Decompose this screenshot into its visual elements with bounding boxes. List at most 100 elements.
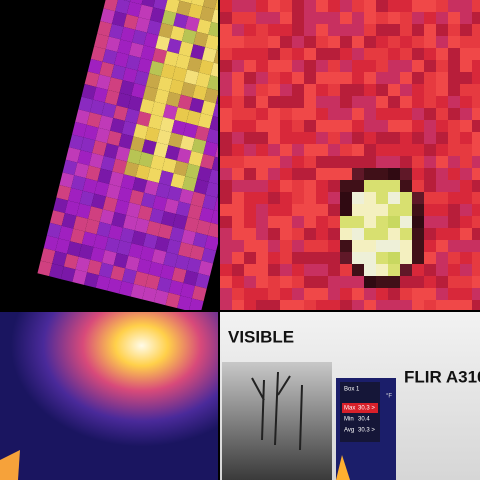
pixel — [472, 276, 480, 288]
pixel — [424, 36, 436, 48]
pixel — [436, 144, 448, 156]
pixel — [128, 95, 143, 112]
pixel — [268, 12, 280, 24]
pixel — [89, 99, 105, 116]
pixel — [205, 181, 218, 198]
pixel — [210, 62, 218, 79]
pixel — [460, 96, 472, 108]
pixel — [448, 144, 460, 156]
pixel — [364, 288, 376, 300]
pixel — [188, 298, 204, 310]
pixel — [280, 72, 292, 84]
pixel — [220, 108, 232, 120]
pixel — [280, 168, 292, 180]
pixel — [472, 240, 480, 252]
pixel — [220, 228, 232, 240]
pixel — [292, 24, 304, 36]
pixel — [376, 192, 388, 204]
pixel — [340, 288, 352, 300]
pixel — [256, 0, 268, 12]
pixel — [436, 0, 448, 12]
pixel — [376, 120, 388, 132]
pixel — [163, 251, 179, 268]
pixel — [424, 108, 436, 120]
pixel — [204, 235, 218, 251]
pixel — [328, 96, 340, 108]
pixel — [220, 72, 232, 84]
pixel — [388, 72, 400, 84]
pixel — [167, 38, 182, 54]
pixel — [190, 191, 206, 208]
pixel — [340, 192, 352, 204]
pixel — [412, 120, 424, 132]
pixel — [352, 48, 364, 60]
pixel — [177, 94, 193, 111]
pixel — [183, 122, 198, 139]
pixel — [280, 84, 292, 96]
pixel — [400, 216, 412, 228]
pixel — [280, 0, 292, 12]
pixel — [118, 280, 134, 297]
pixel — [304, 168, 316, 180]
pixel — [175, 201, 191, 217]
pixel — [94, 181, 110, 197]
pixel — [232, 72, 244, 84]
pixel — [180, 82, 196, 98]
pixel — [292, 168, 304, 180]
pixel — [472, 180, 480, 192]
pixel — [460, 24, 472, 36]
pixel — [472, 36, 480, 48]
pixel — [280, 300, 292, 310]
pixel — [292, 72, 304, 84]
pixel — [328, 84, 340, 96]
pixel — [210, 210, 218, 226]
pixel — [340, 96, 352, 108]
pixel — [376, 240, 388, 252]
readout-label: Min — [344, 417, 354, 423]
pixel — [364, 192, 376, 204]
pixel — [165, 145, 180, 161]
pixel — [220, 180, 232, 192]
pixel — [460, 300, 472, 310]
pixel — [460, 180, 472, 192]
pixel — [328, 24, 340, 36]
pixel — [352, 240, 364, 252]
pixel — [68, 134, 84, 151]
pixel — [292, 120, 304, 132]
pixel — [424, 240, 436, 252]
pixel — [268, 84, 280, 96]
pixel — [316, 288, 328, 300]
pixel — [244, 108, 256, 120]
pixel — [94, 33, 109, 50]
pixel — [424, 48, 436, 60]
hot-spot — [0, 450, 20, 480]
pixel — [400, 60, 412, 72]
pixel — [178, 242, 193, 258]
pixel — [130, 283, 146, 300]
pixel — [388, 12, 400, 24]
pixel — [304, 24, 316, 36]
pixel — [328, 108, 340, 120]
pixel — [460, 276, 472, 288]
pixel — [62, 159, 78, 176]
pixel — [211, 9, 218, 25]
pixel — [268, 276, 280, 288]
pixel — [184, 216, 200, 233]
pixel — [134, 217, 150, 234]
pixel — [460, 288, 472, 300]
pixel — [280, 228, 292, 240]
pixel — [436, 276, 448, 288]
pixel — [126, 202, 141, 218]
pixel — [292, 264, 304, 276]
pixel — [352, 144, 364, 156]
pixel — [340, 120, 352, 132]
pixel — [168, 132, 184, 149]
pixel — [64, 200, 80, 217]
pixel — [232, 144, 244, 156]
pixel — [202, 0, 218, 10]
pixel — [316, 96, 328, 108]
pixel — [388, 36, 400, 48]
pixel — [304, 120, 316, 132]
pixel — [145, 126, 160, 143]
pixel — [376, 204, 388, 216]
